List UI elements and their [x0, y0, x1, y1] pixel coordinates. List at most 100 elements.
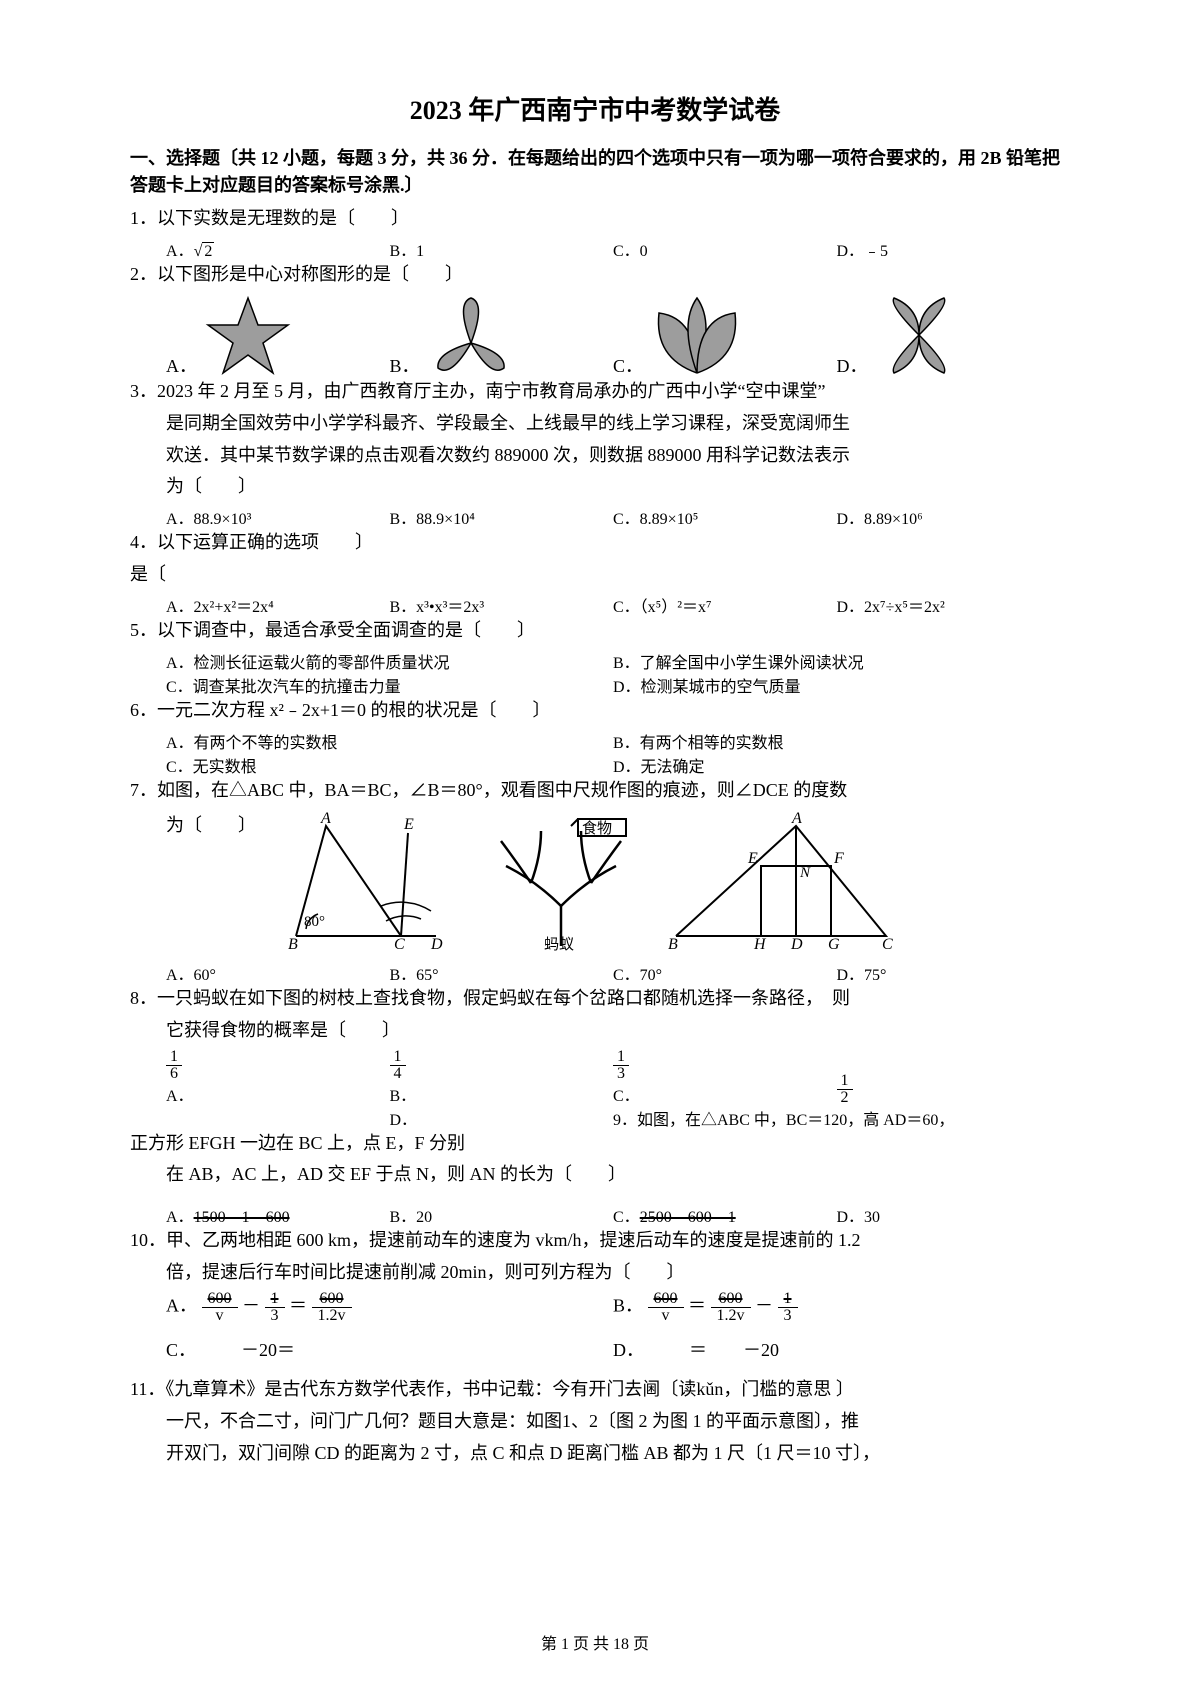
lbl-B: B [288, 936, 298, 951]
eb3n: 1 [778, 1291, 798, 1308]
section-1-header: 一、选择题〔共 12 小题，每题 3 分，共 36 分．在每题给出的四个选项中只… [130, 145, 1060, 199]
lbl2-E: E [747, 850, 758, 867]
fan-icon [649, 293, 744, 378]
q1-a-label: A． [166, 243, 194, 260]
lbl2-F: F [833, 850, 844, 867]
fb-n: 1 [390, 1049, 406, 1066]
q8-l2: 它获得食物的概率是〔 〕 [130, 1017, 1060, 1045]
q6-options-2: C．无实数根 D．无法确定 [130, 753, 1060, 777]
lbl2-G: G [828, 936, 840, 951]
q7-stem: 7．如图，在△ABC 中，BA＝BC，∠B＝80°，观看图中尺规作图的痕迹，则∠… [130, 777, 1060, 805]
q8-b-lbl: B． [390, 1088, 417, 1105]
ea3d: 1.2v [312, 1308, 352, 1324]
q8-opt-d: 12 [837, 1073, 1061, 1106]
lbl2-A: A [791, 811, 802, 827]
q11-l1: 11．《九章算术》是古代东方数学代表作，书中记载：今有开门去阃〔读kǔn，门槛的… [130, 1376, 1060, 1404]
q10-l1: 10．甲、乙两地相距 600 km，提速前动车的速度为 vkm/h，提速后动车的… [130, 1227, 1060, 1255]
q10-opt-a: A． 600v － 13 ＝ 6001.2v [166, 1291, 613, 1324]
q9-options: A．1500 1 600 B．20 C．2500 600 1 D．30 [130, 1203, 1060, 1227]
lbl-C: C [394, 936, 405, 951]
q3-opt-c: C．8.89×10⁵ [613, 505, 837, 529]
lbl-E: E [403, 816, 414, 833]
q2-a-label: A． [166, 352, 197, 378]
strike-c: 2500 600 1 [640, 1209, 736, 1226]
q3-options: A．88.9×10³ B．88.9×10⁴ C．8.89×10⁵ D．8.89×… [130, 505, 1060, 529]
q10-opt-d: D． ＝ －20 [613, 1336, 1060, 1362]
eq-b3: 13 [778, 1291, 798, 1324]
sqrt-icon: 2 [194, 243, 215, 261]
strike-a: 1500 1 600 [194, 1209, 290, 1226]
q10-l2: 倍，提速后行车时间比提速前削减 20min，则可列方程为〔 〕 [130, 1259, 1060, 1287]
fb-d: 4 [390, 1066, 406, 1082]
q2-cell-a: A． [166, 293, 390, 378]
q5-opt-c: C．调查某批次汽车的抗撞击力量 [166, 673, 613, 697]
q8-options: 16A． 14B． 13C． 12 [130, 1049, 1060, 1106]
q9-opt-c: C．2500 600 1 [613, 1203, 837, 1227]
lbl-A: A [320, 811, 331, 827]
q6-opt-c: C．无实数根 [166, 753, 613, 777]
lbl2-H: H [753, 936, 767, 951]
q5-opt-b: B．了解全国中小学生课外阅读状况 [613, 649, 1060, 673]
q7-opt-c: C．70° [613, 961, 837, 985]
ea2n: 1 [265, 1291, 285, 1308]
fc-n: 1 [613, 1049, 629, 1066]
q4-opt-d: D．2x⁷÷x⁵＝2x² [837, 593, 1061, 617]
q4-opt-a: A．2x²+x²＝2x⁴ [166, 593, 390, 617]
q6-opt-a: A．有两个不等的实数根 [166, 729, 613, 753]
q8-opt-b: 14 B． [390, 1049, 614, 1106]
q8-d-lbl: D． [390, 1106, 614, 1130]
q8-opt-c: 13C． [613, 1049, 837, 1106]
q5-stem: 5．以下调查中，最适合承受全面调查的是〔 〕 [130, 617, 1060, 645]
page-title: 2023 年广西南宁市中考数学试卷 [130, 90, 1060, 127]
eq-b2: 6001.2v [711, 1291, 751, 1324]
q4-options: A．2x²+x²＝2x⁴ B．x³•x³＝2x³ C．（x⁵）²＝x⁷ D．2x… [130, 593, 1060, 617]
q9-l2: 在 AB，AC 上，AD 交 EF 于点 N，则 AN 的长为〔 〕 [130, 1161, 1060, 1189]
frac-b: 14 [390, 1049, 406, 1082]
lbl2-B: B [668, 936, 678, 951]
q10-d-eq: ＝ －20 [689, 1340, 779, 1360]
q5-options-2: C．调查某批次汽车的抗撞击力量 D．检测某城市的空气质量 [130, 673, 1060, 697]
frac-c: 13 [613, 1049, 629, 1082]
ant-label: 蚂蚁 [544, 936, 574, 951]
q2-cell-d: D． [837, 293, 1061, 378]
q4-l1: 4．以下运算正确的选项 〕 [130, 529, 1060, 557]
fc-d: 3 [613, 1066, 629, 1082]
q10-opt-b: B． 600v ＝ 6001.2v － 13 [613, 1291, 1060, 1324]
q3-l2: 是同期全国效劳中小学学科最齐、学段最全、上线最早的线上学习课程，深受宽阔师生 [130, 410, 1060, 438]
q3-opt-a: A．88.9×10³ [166, 505, 390, 529]
q2-d-label: D． [837, 352, 868, 378]
q1-opt-d: D．﹣5 [837, 237, 1061, 261]
q2-stem: 2．以下图形是中心对称图形的是〔 〕 [130, 261, 1060, 289]
q4-l2: 是〔 [130, 561, 1060, 589]
fa-n: 1 [166, 1049, 182, 1066]
q6-stem: 6．一元二次方程 x²﹣2x+1＝0 的根的状况是〔 〕 [130, 697, 1060, 725]
q6-opt-d: D．无法确定 [613, 753, 1060, 777]
ea1d: v [202, 1308, 238, 1324]
q2-cell-c: C． [613, 293, 837, 378]
q2-shapes: A． B． C． D． [130, 293, 1060, 378]
q3-l3: 欢送．其中某节数学课的点击观看次数约 889000 次，则数据 889000 用… [130, 442, 1060, 470]
q7-l2: 为〔 〕 [166, 811, 256, 951]
q2-cell-b: B． [390, 293, 614, 378]
fd-n: 1 [837, 1073, 853, 1090]
q1-stem: 1．以下实数是无理数的是〔 〕 [130, 205, 1060, 233]
q3-l1: 3．2023 年 2 月至 5 月，由广西教育厅主办，南宁市教育局承办的广西中小… [130, 378, 1060, 406]
q6-options-1: A．有两个不等的实数根 B．有两个相等的实数根 [130, 729, 1060, 753]
fa-d: 6 [166, 1066, 182, 1082]
q1-opt-a: A．2 [166, 237, 390, 261]
q2-b-label: B． [390, 352, 420, 378]
page-footer: 第 1 页 共 18 页 [0, 1630, 1190, 1654]
eb2n: 600 [711, 1291, 751, 1308]
q1-options: A．2 B．1 C．0 D．﹣5 [130, 237, 1060, 261]
q10-row1: A． 600v － 13 ＝ 6001.2v B． 600v ＝ 6001.2v… [130, 1291, 1060, 1324]
q9-opt-b: B．20 [390, 1203, 614, 1227]
q3-l4: 为〔 〕 [130, 473, 1060, 501]
eb1d: v [648, 1308, 684, 1324]
q9-opt-d: D．30 [837, 1203, 1061, 1227]
lbl2-C: C [882, 936, 893, 951]
eb3d: 3 [778, 1308, 798, 1324]
ant-tree-icon: 食物 蚂蚁 [486, 811, 636, 951]
ea2d: 3 [265, 1308, 285, 1324]
q4-opt-c: C．（x⁵）²＝x⁷ [613, 593, 837, 617]
q9-pre: 9．如图，在△ABC 中，BC＝120，高 AD＝60， [613, 1106, 1060, 1130]
